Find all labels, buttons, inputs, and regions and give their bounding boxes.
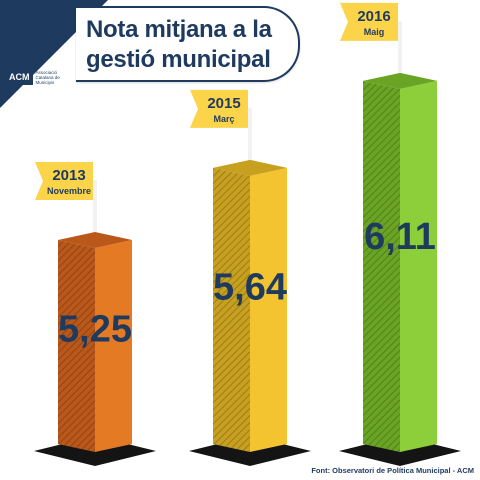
bar-top bbox=[363, 72, 437, 89]
chart-title-line-2: gestió municipal bbox=[86, 46, 271, 73]
title-banner: Nota mitjana a la gestió municipal bbox=[76, 6, 300, 82]
bar-top bbox=[58, 232, 132, 248]
logo-abbr: ACM bbox=[6, 69, 33, 85]
data-label: 6,11 bbox=[364, 216, 436, 258]
bar bbox=[400, 80, 437, 453]
acm-logo: ACM Associació Catalana de Municipis bbox=[6, 66, 84, 88]
category-sublabel: Novembre bbox=[47, 186, 91, 196]
category-sublabel: Maig bbox=[364, 27, 385, 37]
year-flag bbox=[35, 162, 93, 200]
bar-hatch bbox=[58, 240, 95, 452]
bar bbox=[95, 240, 132, 452]
logo-text: Associació Catalana de Municipis bbox=[35, 69, 60, 85]
category-label: 2013 bbox=[52, 167, 85, 184]
year-flag bbox=[190, 89, 248, 128]
source-note: Font: Observatori de Política Municipal … bbox=[311, 466, 474, 475]
category-label: 2016 bbox=[357, 8, 390, 25]
data-label: 5,64 bbox=[213, 267, 287, 309]
category-label: 2015 bbox=[207, 95, 240, 112]
data-label: 5,25 bbox=[58, 308, 132, 350]
bar-hatch bbox=[363, 80, 400, 453]
bar bbox=[250, 167, 287, 452]
category-sublabel: Març bbox=[213, 114, 234, 124]
bar-hatch bbox=[213, 167, 250, 452]
year-flag bbox=[340, 2, 398, 41]
chart-title-line-1: Nota mitjana a la bbox=[86, 16, 272, 43]
bar-top bbox=[213, 159, 287, 176]
